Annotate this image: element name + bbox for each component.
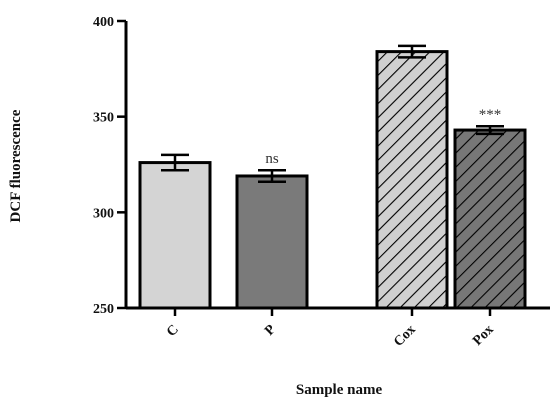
bar-c	[138, 161, 212, 310]
error-bar-cox	[398, 44, 426, 59]
error-bar-c	[161, 153, 189, 172]
y-tick-label: 400	[93, 15, 114, 30]
bar-pox	[453, 128, 527, 310]
x-axis-title: Sample name	[296, 382, 383, 398]
error-bar-pox	[476, 124, 504, 136]
x-tick-label: Pox	[470, 322, 497, 349]
y-axis-ticks: 250 300 350 400	[93, 15, 126, 317]
error-bars-group	[161, 44, 504, 183]
bars-group	[138, 50, 527, 310]
x-tick-label: Cox	[391, 322, 419, 350]
significance-labels: ns ***	[265, 107, 501, 167]
error-bar-p	[258, 168, 286, 183]
significance-label-p: ns	[265, 151, 279, 167]
y-tick-label: 350	[93, 111, 114, 126]
y-tick-label: 300	[93, 206, 114, 221]
x-tick-label: P	[262, 322, 279, 339]
significance-label-pox: ***	[479, 107, 502, 123]
bar-p	[235, 174, 309, 310]
x-axis-ticks: C P Cox Pox	[164, 308, 497, 350]
y-axis-title: DCF fluorescence	[8, 109, 24, 222]
y-tick-label: 250	[93, 302, 114, 317]
bar-cox	[375, 50, 449, 310]
x-tick-label: C	[164, 322, 182, 340]
